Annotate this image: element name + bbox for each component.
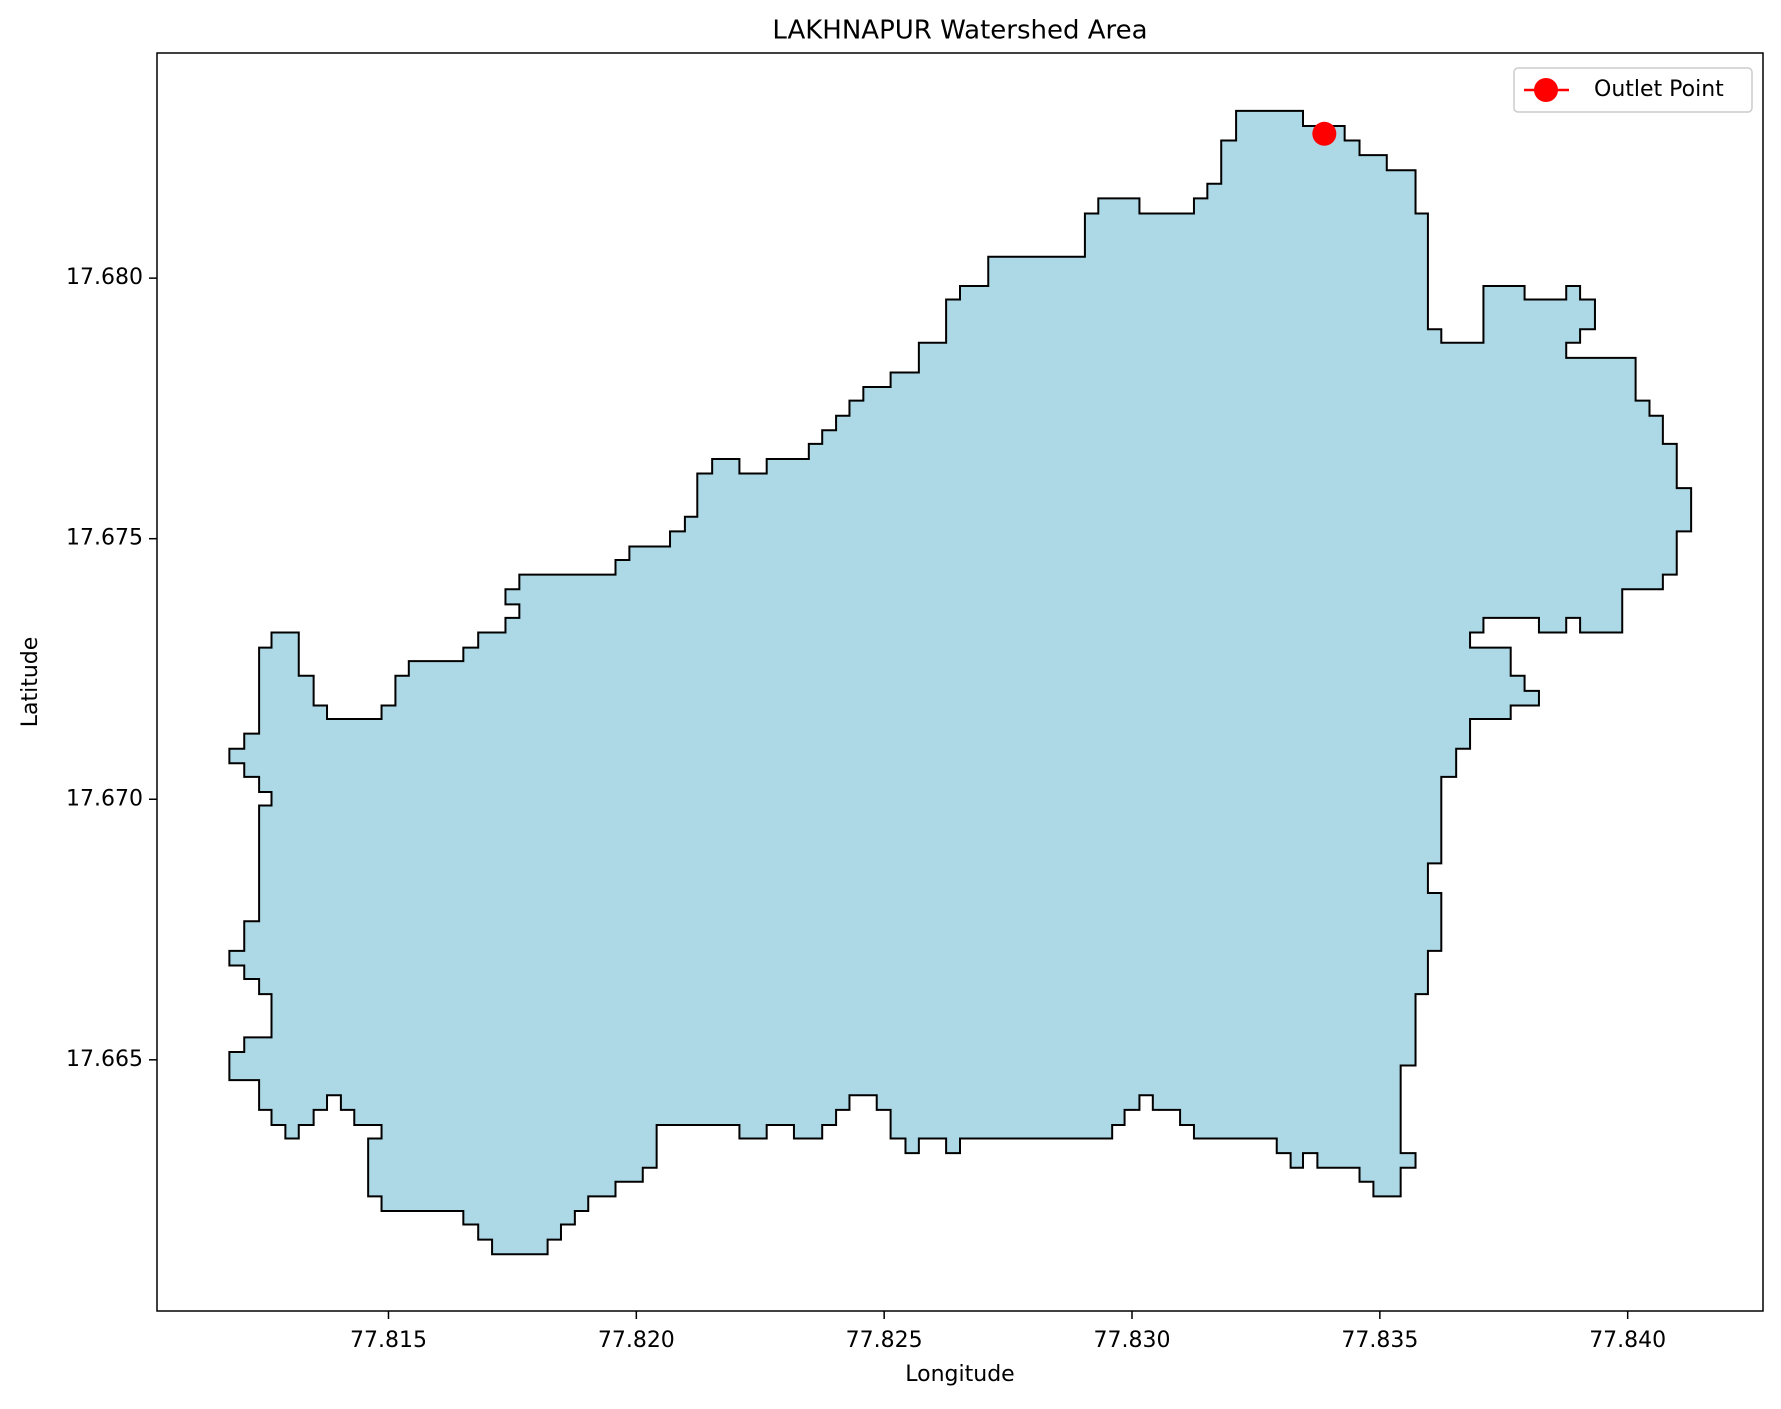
x-tick-label: 77.830 bbox=[1094, 1328, 1171, 1353]
x-axis-label: Longitude bbox=[905, 1362, 1014, 1387]
x-tick-label: 77.840 bbox=[1589, 1328, 1666, 1353]
watershed-area bbox=[228, 109, 1693, 1256]
legend-box bbox=[1513, 67, 1753, 113]
legend-marker bbox=[1534, 78, 1558, 102]
legend-label: Outlet Point bbox=[1594, 77, 1724, 102]
x-tick-label: 77.825 bbox=[846, 1328, 923, 1353]
y-tick-label: 17.670 bbox=[66, 786, 143, 811]
x-tick-label: 77.815 bbox=[350, 1328, 427, 1353]
outlet-point bbox=[1312, 121, 1337, 146]
x-tick-label: 77.835 bbox=[1341, 1328, 1418, 1353]
y-tick-label: 17.680 bbox=[66, 265, 143, 290]
x-tick-label: 77.820 bbox=[598, 1328, 675, 1353]
axes-frame bbox=[156, 52, 1764, 1312]
chart-title: LAKHNAPUR Watershed Area bbox=[772, 16, 1147, 46]
y-tick-label: 17.665 bbox=[66, 1047, 143, 1072]
y-tick-label: 17.675 bbox=[66, 526, 143, 551]
y-axis-label: Latitude bbox=[18, 637, 43, 728]
legend: Outlet Point bbox=[1513, 67, 1753, 113]
